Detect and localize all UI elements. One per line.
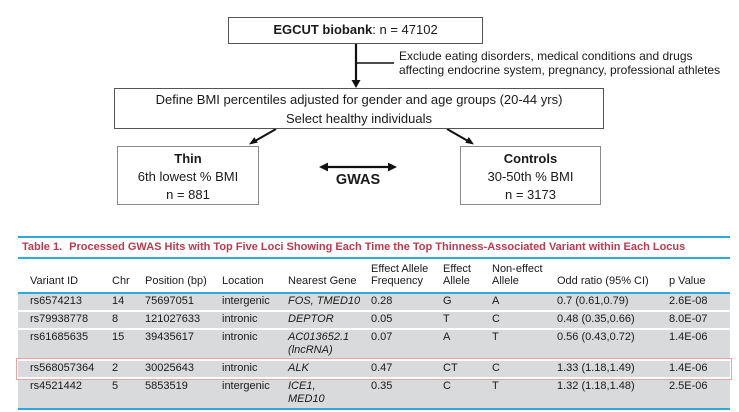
table-title: Table 1. Processed GWAS Hits with Top Fiv… bbox=[18, 236, 730, 259]
cell-p_value: 2.5E-06 bbox=[669, 380, 708, 392]
define-box: Define BMI percentiles adjusted for gend… bbox=[114, 88, 604, 129]
cell-p_value: 1.4E-06 bbox=[669, 331, 708, 343]
cell-effect_allele: G bbox=[443, 295, 452, 307]
cell-location: intergenic bbox=[222, 295, 270, 307]
cell-nearest_gene: ICE1, MED10 bbox=[288, 380, 325, 405]
cell-odd_ratio: 0.7 (0.61,0.79) bbox=[557, 295, 629, 307]
define-box-line1: Define BMI percentiles adjusted for gend… bbox=[155, 92, 563, 107]
biobank-box: EGCUT biobank: n = 47102 bbox=[228, 17, 483, 44]
cell-nearest_gene: AC013652.1 (lncRNA) bbox=[288, 331, 350, 356]
cell-effect_allele: CT bbox=[443, 362, 458, 374]
table-title-text: Processed GWAS Hits with Top Five Loci S… bbox=[69, 240, 686, 253]
controls-box-percentile: 30-50th % BMI bbox=[487, 169, 574, 184]
table-row-rs568057364: rs568057364 2 30025643 intronic ALK 0.47 CT C 1.… bbox=[15, 357, 733, 380]
cell-p_value: 8.0E-07 bbox=[669, 313, 708, 325]
flow-arrow-down-icon bbox=[351, 44, 361, 88]
controls-box-count: n = 3173 bbox=[505, 187, 556, 202]
gwas-double-arrow-icon bbox=[319, 162, 397, 172]
cell-position_bp: 30025643 bbox=[145, 362, 194, 374]
thin-box-count: n = 881 bbox=[166, 187, 210, 202]
cell-effect_allele: A bbox=[443, 331, 451, 343]
controls-box: Controls 30-50th % BMI n = 3173 bbox=[460, 146, 601, 205]
cell-effect_allele_frequency: 0.28 bbox=[371, 295, 393, 307]
define-box-line2: Select healthy individuals bbox=[286, 111, 432, 126]
table-row-rs61685635: rs61685635 15 39435617 intronic AC013652.1 (… bbox=[18, 328, 730, 360]
cell-variant_id: rs6574213 bbox=[30, 295, 82, 307]
table-row-rs79938778: rs79938778 8 121027633 intronic DEPTOR 0.05 T C… bbox=[18, 310, 730, 329]
cell-variant_id: rs4521442 bbox=[30, 380, 82, 392]
cell-effect_allele_frequency: 0.07 bbox=[371, 331, 393, 343]
cell-effect_allele_frequency: 0.05 bbox=[371, 313, 393, 325]
column-header-position_bp: Position (bp) bbox=[133, 258, 210, 294]
table-row-rs4521442: rs4521442 5 5853519 intergenic ICE1, MED10 0.… bbox=[18, 377, 730, 409]
cell-nearest_gene: DEPTOR bbox=[288, 313, 334, 325]
cell-p_value: 2.6E-08 bbox=[669, 295, 708, 307]
cell-effect_allele_frequency: 0.47 bbox=[371, 362, 393, 374]
cell-non_effect_allele: A bbox=[492, 295, 500, 307]
cell-position_bp: 5853519 bbox=[145, 380, 188, 392]
gwas-label: GWAS bbox=[335, 172, 381, 188]
cell-nearest_gene: FOS, TMED10 bbox=[288, 295, 361, 307]
cell-non_effect_allele: C bbox=[492, 362, 500, 374]
cell-nearest_gene: ALK bbox=[288, 362, 309, 374]
cell-odd_ratio: 1.32 (1.18,1.48) bbox=[557, 380, 635, 392]
table-header-row: Variant ID Chr Position (bp) Location Neares… bbox=[18, 258, 730, 294]
thin-box-percentile: 6th lowest % BMI bbox=[137, 169, 239, 184]
cell-variant_id: rs61685635 bbox=[30, 331, 89, 343]
cell-effect_allele_frequency: 0.35 bbox=[371, 380, 393, 392]
column-header-non_effect_allele: Non-effect Allele bbox=[480, 258, 545, 294]
flow-arrow-to-thin-icon bbox=[249, 128, 277, 145]
cell-effect_allele: T bbox=[443, 313, 450, 325]
column-header-chr: Chr bbox=[100, 258, 133, 294]
column-header-effect_allele: Effect Allele bbox=[431, 258, 480, 294]
column-header-p_value: p Value bbox=[657, 258, 730, 294]
controls-box-title: Controls bbox=[503, 151, 558, 166]
cell-location: intergenic bbox=[222, 380, 270, 392]
cell-chr: 2 bbox=[112, 362, 119, 374]
cell-chr: 14 bbox=[112, 295, 125, 307]
cell-variant_id: rs79938778 bbox=[30, 313, 89, 325]
table-section: Table 1. Processed GWAS Hits with Top Fiv… bbox=[15, 236, 733, 410]
table-row-rs6574213: rs6574213 14 75697051 intergenic FOS, TMED10… bbox=[18, 292, 730, 311]
biobank-box-count: : n = 47102 bbox=[372, 22, 438, 37]
cell-position_bp: 39435617 bbox=[145, 331, 194, 343]
flow-arrows bbox=[249, 44, 474, 172]
cell-non_effect_allele: C bbox=[492, 313, 500, 325]
cell-effect_allele: C bbox=[443, 380, 451, 392]
flow-arrow-to-controls-icon bbox=[446, 128, 474, 145]
column-header-effect_allele_frequency: Effect Allele Frequency bbox=[359, 258, 431, 294]
cell-p_value: 1.4E-06 bbox=[669, 362, 708, 374]
column-header-variant_id: Variant ID bbox=[18, 258, 100, 294]
cell-non_effect_allele: T bbox=[492, 331, 499, 343]
thin-box-title: Thin bbox=[174, 151, 202, 166]
cell-odd_ratio: 1.33 (1.18,1.49) bbox=[557, 362, 635, 374]
cell-location: intronic bbox=[222, 313, 258, 325]
cell-position_bp: 121027633 bbox=[145, 313, 201, 325]
cell-odd_ratio: 0.56 (0.43,0.72) bbox=[557, 331, 635, 343]
cell-non_effect_allele: T bbox=[492, 380, 499, 392]
cell-odd_ratio: 0.48 (0.35,0.66) bbox=[557, 313, 635, 325]
table-title-label: Table 1. bbox=[22, 240, 63, 253]
cell-position_bp: 75697051 bbox=[145, 295, 194, 307]
column-header-location: Location bbox=[210, 258, 276, 294]
cell-chr: 5 bbox=[112, 380, 119, 392]
gwas-table: Variant ID Chr Position (bp) Location Neares… bbox=[15, 258, 733, 410]
cell-location: intronic bbox=[222, 362, 258, 374]
column-header-odd_ratio: Odd ratio (95% CI) bbox=[545, 258, 657, 294]
cell-chr: 8 bbox=[112, 313, 119, 325]
study-flowchart: EGCUT biobank: n = 47102 Exclude eating … bbox=[114, 17, 721, 205]
biobank-box-title: EGCUT biobank bbox=[273, 22, 373, 37]
thin-box: Thin 6th lowest % BMI n = 881 bbox=[117, 146, 259, 205]
column-header-nearest_gene: Nearest Gene bbox=[276, 258, 359, 294]
cell-chr: 15 bbox=[112, 331, 125, 343]
exclusion-note: Exclude eating disorders, medical condit… bbox=[399, 49, 721, 77]
cell-location: intronic bbox=[222, 331, 258, 343]
cell-variant_id: rs568057364 bbox=[30, 362, 95, 374]
